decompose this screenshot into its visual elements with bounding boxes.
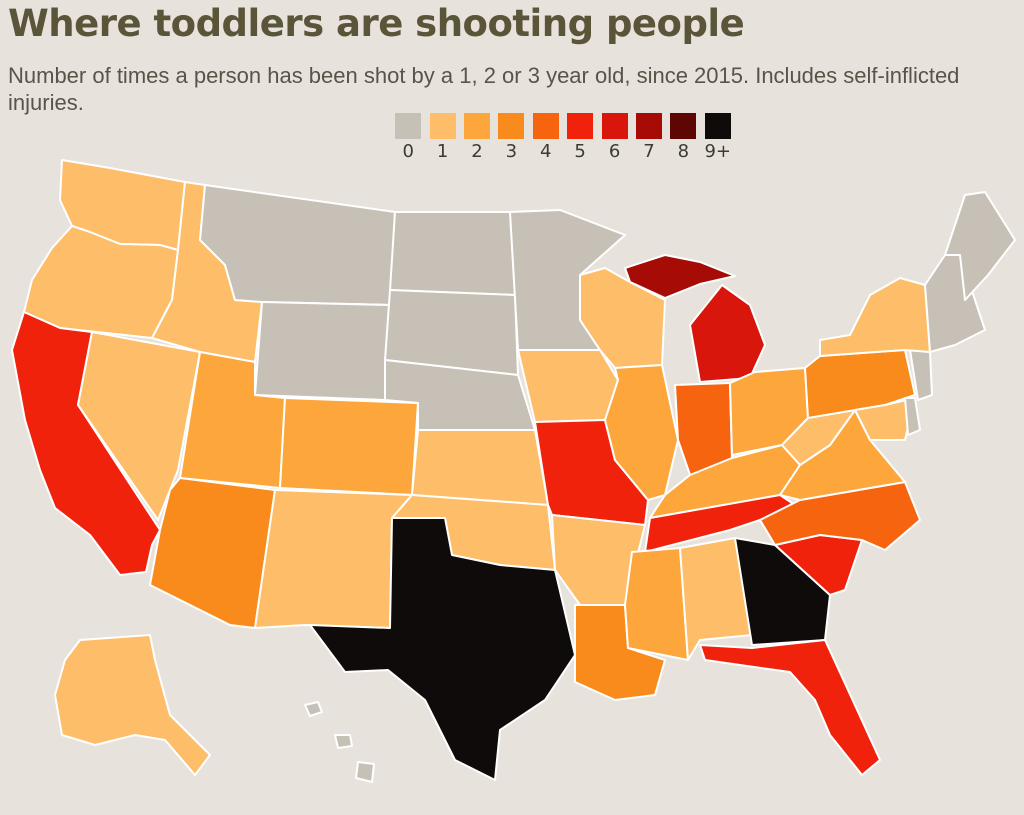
map-subtitle: Number of times a person has been shot b… [8,63,960,115]
state-illinois[interactable] [604,364,679,501]
legend-label: 8 [677,141,690,162]
legend-swatch [498,113,525,139]
legend-label: 0 [402,141,414,162]
legend-swatch [635,113,662,139]
legend-item: 0 [391,113,425,162]
state-wyoming[interactable] [254,301,391,401]
state-texas[interactable] [309,517,576,781]
legend-label: 5 [574,141,586,162]
state-colorado[interactable] [279,397,419,496]
state-georgia[interactable] [734,537,831,646]
state-mississippi[interactable] [624,547,689,661]
state-alaska[interactable] [54,634,211,776]
legend-item: 6 [597,113,631,162]
state-alabama[interactable] [679,537,753,661]
legend-item: 3 [494,113,528,162]
state-north-dakota[interactable] [389,211,516,296]
state-hawaii[interactable] [304,701,375,783]
state-michigan-upper-peninsula[interactable] [624,254,736,299]
legend-swatch [670,113,697,139]
legend-label: 7 [643,141,655,162]
legend-label: 2 [471,141,483,162]
legend-label: 3 [505,141,518,162]
legend-item: 1 [425,113,459,162]
legend-label: 9+ [704,141,731,162]
legend-item: 2 [460,113,494,162]
legend-label: 1 [436,141,449,162]
legend-label: 6 [608,141,621,162]
state-new-mexico[interactable] [254,489,413,629]
legend-swatch [429,113,456,139]
legend-swatch [532,113,559,139]
legend-swatch [395,113,422,139]
legend-swatch [567,113,594,139]
legend-item: 9+ [701,113,735,162]
state-iowa[interactable] [517,349,619,423]
state-maine[interactable] [944,191,1016,301]
legend-swatch [463,113,490,139]
state-new-york[interactable] [819,277,931,357]
map-title: Where toddlers are shooting people [8,2,745,45]
legend: 0 1 2 3 4 5 6 7 8 9+ [391,113,735,162]
state-delaware[interactable] [904,397,921,436]
state-arizona[interactable] [149,477,276,629]
legend-label: 4 [540,141,552,162]
state-kansas[interactable] [411,429,549,506]
legend-swatch [704,113,731,139]
legend-item: 4 [529,113,563,162]
state-michigan[interactable] [689,284,766,383]
legend-item: 5 [563,113,597,162]
legend-item: 7 [632,113,666,162]
legend-swatch [601,113,628,139]
legend-item: 8 [666,113,700,162]
state-florida[interactable] [699,639,881,776]
